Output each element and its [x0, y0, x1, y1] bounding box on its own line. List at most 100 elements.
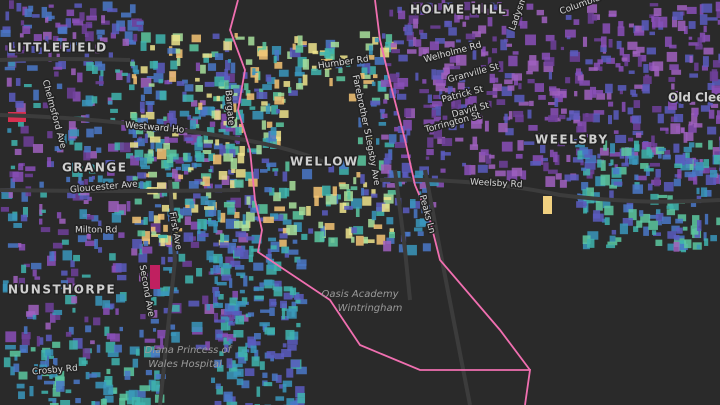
building: [86, 151, 97, 159]
building: [260, 309, 270, 313]
building: [482, 46, 486, 53]
building: [504, 79, 513, 85]
building: [151, 231, 157, 236]
building: [335, 62, 343, 69]
building: [118, 232, 125, 238]
building: [566, 35, 571, 40]
building: [459, 117, 464, 129]
building: [196, 267, 203, 277]
building: [145, 180, 152, 191]
building: [544, 57, 555, 67]
building: [328, 237, 338, 247]
building: [141, 231, 150, 241]
building: [296, 366, 307, 375]
building: [69, 129, 80, 137]
building: [655, 239, 663, 247]
building: [18, 243, 26, 251]
building: [703, 232, 707, 241]
building: [22, 26, 31, 34]
building: [449, 65, 461, 70]
building: [185, 275, 194, 284]
building: [360, 73, 365, 79]
building: [664, 106, 676, 114]
building: [511, 73, 523, 81]
building: [155, 374, 166, 380]
building: [103, 384, 114, 396]
building: [276, 108, 280, 114]
building: [56, 83, 63, 90]
building: [576, 201, 587, 208]
building: [45, 15, 55, 20]
building: [202, 295, 209, 305]
building: [210, 268, 214, 275]
building: [699, 32, 706, 43]
building: [330, 41, 340, 48]
building: [220, 333, 228, 337]
building: [216, 95, 220, 102]
building: [23, 263, 30, 268]
building: [324, 48, 335, 54]
building: [583, 168, 591, 176]
building: [158, 213, 165, 220]
building: [580, 160, 584, 166]
building: [283, 286, 293, 292]
building: [288, 90, 298, 96]
building: [673, 91, 679, 100]
building: [713, 174, 720, 184]
building: [386, 182, 397, 188]
building: [191, 204, 199, 213]
building: [696, 187, 700, 195]
building: [379, 108, 386, 113]
building: [153, 215, 161, 224]
building: [205, 341, 210, 351]
building: [21, 334, 30, 346]
building: [256, 217, 267, 222]
building: [68, 326, 74, 335]
building: [517, 4, 524, 11]
building: [597, 59, 603, 65]
building: [219, 351, 224, 356]
building: [403, 119, 412, 131]
building: [282, 383, 287, 393]
building: [694, 62, 699, 71]
building: [225, 101, 237, 113]
building: [55, 370, 65, 382]
building: [270, 127, 277, 136]
building: [266, 121, 273, 128]
building: [429, 41, 439, 51]
place-label: Old Clee: [668, 91, 720, 105]
building: [472, 48, 477, 60]
building: [383, 197, 392, 201]
building: [241, 221, 250, 232]
building: [637, 56, 642, 67]
building: [259, 322, 270, 327]
building: [422, 79, 427, 84]
building: [200, 173, 212, 179]
building: [671, 97, 677, 105]
building: [139, 329, 144, 338]
building: [220, 322, 229, 331]
building: [103, 178, 114, 185]
building: [23, 83, 32, 88]
building: [433, 128, 442, 139]
building: [465, 98, 470, 106]
building: [243, 275, 248, 287]
building: [565, 14, 572, 20]
building: [652, 61, 664, 71]
building: [84, 146, 91, 153]
building: [45, 322, 51, 330]
building: [328, 43, 332, 52]
building: [464, 164, 472, 176]
building: [86, 15, 97, 21]
building: [690, 225, 699, 235]
building: [548, 71, 553, 80]
building: [664, 36, 672, 47]
building: [635, 25, 645, 33]
building: [632, 184, 644, 194]
building: [13, 275, 18, 287]
building: [49, 371, 58, 378]
building: [83, 150, 91, 161]
building: [75, 398, 81, 404]
building: [612, 167, 620, 175]
building: [312, 50, 319, 55]
